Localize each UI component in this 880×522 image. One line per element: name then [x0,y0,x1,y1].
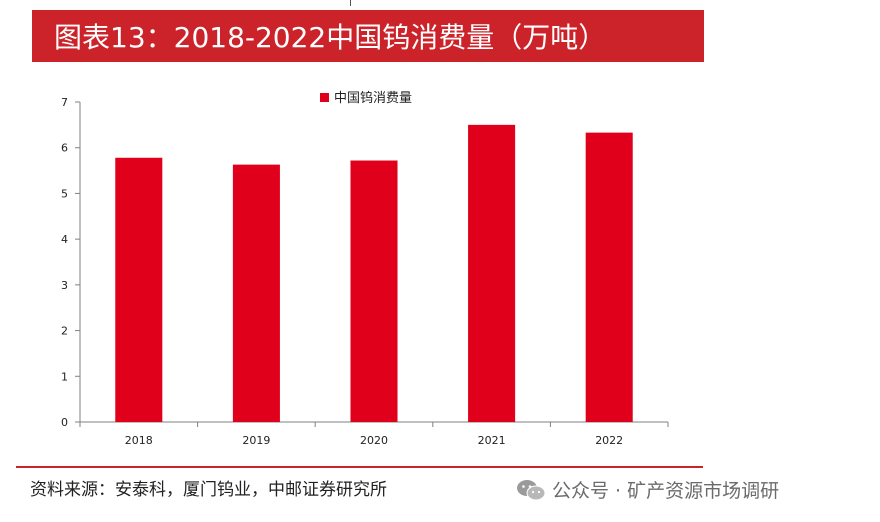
wechat-icon [517,479,546,500]
bar-chart: 0 1 2 3 4 5 6 7 2018 2019 2020 2021 2022 中国钨消费量 [61,90,669,447]
legend-swatch [320,93,329,102]
bar-2020 [350,160,398,422]
x-tick-label: 2020 [360,434,388,447]
legend-label: 中国钨消费量 [334,90,412,106]
y-tick-label: 1 [61,370,68,383]
y-tick-label: 6 [61,142,68,155]
x-tick-label: 2019 [242,434,270,447]
y-tick-label: 7 [61,96,68,109]
watermark: 公众号 · 矿产资源市场调研 [516,476,779,503]
bar-2022 [585,132,633,422]
chart-area: 0 1 2 3 4 5 6 7 2018 2019 2020 2021 2022 中国钨消费量 [0,80,700,460]
x-tick-label: 2021 [478,434,506,447]
y-tick-label: 5 [61,187,68,200]
top-tick-mark [350,0,351,6]
y-tick-label: 3 [61,279,68,292]
x-tick-label: 2022 [595,434,623,447]
source-note: 资料来源：安泰科，厦门钨业，中邮证券研究所 [30,480,387,500]
bar-2019 [232,164,280,422]
footer-divider [16,466,703,468]
bar-2021 [468,124,516,422]
x-tick-label: 2018 [125,434,153,447]
bar-2018 [115,157,163,422]
y-tick-label: 4 [61,233,68,246]
y-tick-label: 2 [61,325,68,338]
y-tick-label: 0 [61,416,68,429]
watermark-text: 公众号 · 矿产资源市场调研 [552,480,780,502]
chart-title: 图表13：2018-2022中国钨消费量（万吨） [32,10,704,62]
